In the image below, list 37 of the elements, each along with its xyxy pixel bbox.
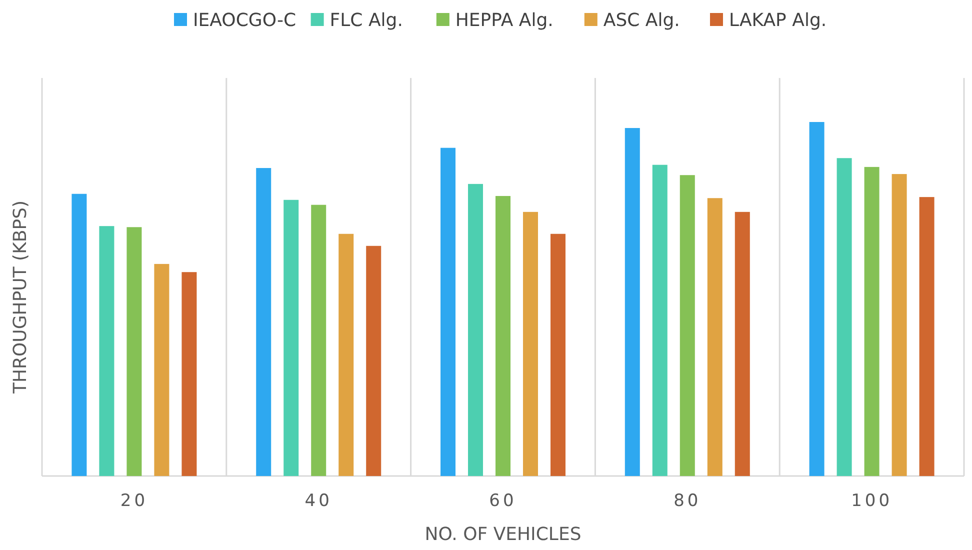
bar <box>919 197 934 476</box>
bar <box>734 212 750 476</box>
bar <box>440 148 456 476</box>
x-axis-title: NO. OF VEHICLES <box>424 524 582 545</box>
bar <box>154 264 170 476</box>
bar <box>892 174 907 476</box>
bar <box>99 226 114 476</box>
x-tick-label: 20 <box>120 491 148 511</box>
legend-label: LAKAP Alg. <box>729 10 827 31</box>
bar <box>284 200 299 476</box>
bar <box>126 227 142 476</box>
legend-label: FLC Alg. <box>330 10 403 31</box>
bar <box>624 128 640 476</box>
x-tick-label: 40 <box>304 491 332 511</box>
x-tick-label: 100 <box>851 491 893 511</box>
bar <box>338 234 354 476</box>
bar <box>707 198 722 476</box>
bar <box>836 158 852 476</box>
x-tick-label: 60 <box>489 491 517 511</box>
bar <box>182 272 197 476</box>
bar <box>468 184 483 476</box>
bar <box>311 204 326 476</box>
legend-label: ASC Alg. <box>603 10 680 31</box>
y-axis-title: THROUGHPUT (KBPS) <box>10 200 31 395</box>
x-tick-label: 80 <box>674 491 702 511</box>
bar <box>680 175 695 476</box>
legend-label: HEPPA Alg. <box>455 10 554 31</box>
legend-label: IEAOCGO-C <box>193 10 296 31</box>
bar <box>652 164 668 476</box>
bar <box>256 168 272 476</box>
bar <box>809 122 824 476</box>
bar <box>864 166 880 476</box>
bar <box>72 194 87 476</box>
bar <box>523 212 538 476</box>
bar <box>496 196 510 476</box>
bar <box>366 246 382 476</box>
bar <box>550 234 566 476</box>
